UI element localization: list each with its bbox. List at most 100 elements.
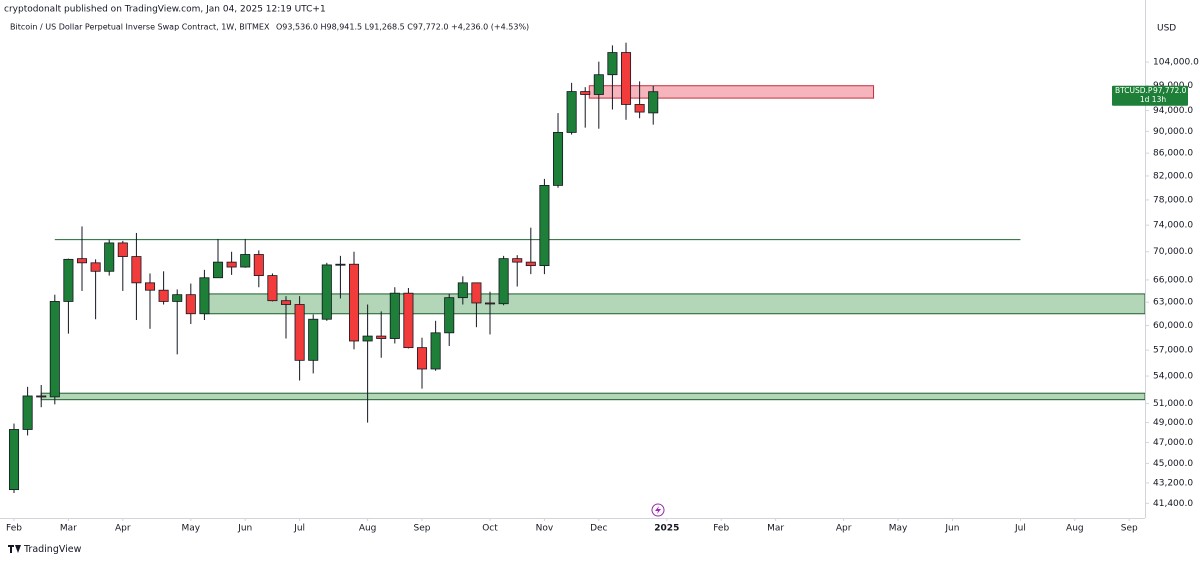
candle-body xyxy=(634,104,645,113)
x-tick-label: Jul xyxy=(1014,524,1026,534)
x-tick-label: Jun xyxy=(944,524,959,534)
x-tick-label: Feb xyxy=(6,524,22,534)
y-tick-label: 45,000.0 xyxy=(1153,459,1193,469)
candle-body xyxy=(498,258,509,305)
price-tag: BTCUSD.P 97,772.01d 13h xyxy=(1112,85,1188,106)
logo-mark xyxy=(8,545,21,553)
candle-body xyxy=(566,91,577,133)
candle-body xyxy=(389,292,400,339)
x-tick-label: Aug xyxy=(359,524,377,534)
candle-body xyxy=(104,242,115,272)
candle-body xyxy=(253,254,264,276)
candle-body xyxy=(580,91,591,95)
zone xyxy=(40,392,1146,401)
candle-body xyxy=(539,184,550,267)
y-tick-label: 47,000.0 xyxy=(1153,438,1193,448)
x-tick-label: Oct xyxy=(482,524,498,534)
candle-body xyxy=(348,263,360,342)
candle-body xyxy=(457,282,468,299)
candle-body xyxy=(240,254,251,268)
candle-body xyxy=(430,332,441,370)
candle-body xyxy=(648,91,659,114)
candle-body xyxy=(36,395,47,398)
y-tick-label: 82,000.0 xyxy=(1153,171,1193,181)
candle-body xyxy=(525,261,536,267)
x-tick-label: Aug xyxy=(1066,524,1084,534)
candle-body xyxy=(8,429,20,491)
ohlc-line: O93,536.0 H98,941.5 L91,268.5 C97,772.0 … xyxy=(276,23,529,32)
candle-body xyxy=(308,318,319,361)
x-tick-label: Nov xyxy=(536,524,554,534)
x-tick-label: May xyxy=(889,524,908,534)
price-tag-symbol: BTCUSD.P xyxy=(1115,86,1153,95)
y-tick-label: 60,000.0 xyxy=(1153,321,1193,331)
candle-body xyxy=(144,282,156,291)
event-icon[interactable] xyxy=(651,503,665,517)
y-tick-label: 49,000.0 xyxy=(1153,418,1193,428)
candle-body xyxy=(226,261,237,268)
candle-body xyxy=(76,258,88,264)
candle-body xyxy=(267,275,278,302)
candle-body xyxy=(280,300,292,305)
candle-body xyxy=(607,52,618,76)
y-tick-label: 54,000.0 xyxy=(1153,372,1193,382)
published-note: cryptodonalt published on TradingView.co… xyxy=(4,5,326,15)
candle-body xyxy=(593,74,604,95)
plot-area xyxy=(8,42,1146,494)
price-tag-box xyxy=(1112,85,1188,106)
y-tick-label: 66,000.0 xyxy=(1153,275,1193,285)
price-tag-price: 97,772.0 xyxy=(1153,86,1187,95)
y-tick-label: 74,000.0 xyxy=(1153,221,1193,231)
candle-body xyxy=(620,52,632,105)
candle-body xyxy=(376,335,387,339)
y-tick-label: 94,000.0 xyxy=(1153,106,1193,116)
candle-body xyxy=(49,301,60,398)
candle-body xyxy=(512,258,523,263)
y-tick-label: 104,000.0 xyxy=(1153,58,1199,68)
x-tick-label: 2025 xyxy=(654,524,679,534)
y-tick-label: 78,000.0 xyxy=(1153,195,1193,205)
candle-body xyxy=(321,264,332,320)
candle-body xyxy=(117,242,128,257)
footer-logo: TradingView xyxy=(8,544,82,555)
candle-body xyxy=(484,302,496,305)
candle-body xyxy=(212,261,224,279)
x-tick-label: Mar xyxy=(60,524,77,534)
footer-brand: TradingView xyxy=(23,544,82,555)
y-tick-label: 43,200.0 xyxy=(1153,478,1193,488)
candle-body xyxy=(362,335,373,342)
candle-body xyxy=(90,262,101,272)
x-tick-label: Mar xyxy=(767,524,784,534)
candle-body xyxy=(471,282,482,304)
y-tick-label: 86,000.0 xyxy=(1153,149,1193,159)
symbol-line: Bitcoin / US Dollar Perpetual Inverse Sw… xyxy=(10,23,270,32)
candle-body xyxy=(185,294,196,315)
y-tick-label: 63,000.0 xyxy=(1153,298,1193,308)
event-icon-bolt xyxy=(655,506,661,514)
candle-body xyxy=(416,347,428,370)
axis-unit: USD xyxy=(1157,24,1176,34)
x-tick-label: Dec xyxy=(590,524,607,534)
y-tick-label: 70,000.0 xyxy=(1153,247,1193,257)
candle-body xyxy=(158,289,169,302)
x-tick-label: Apr xyxy=(115,524,131,534)
x-tick-label: May xyxy=(182,524,201,534)
candle-body xyxy=(403,292,414,349)
y-tick-label: 51,000.0 xyxy=(1153,399,1193,409)
price-tag-countdown: 1d 13h xyxy=(1140,95,1166,104)
candle-body xyxy=(294,304,305,361)
x-tick-label: Feb xyxy=(713,524,729,534)
x-tick-label: Apr xyxy=(836,524,852,534)
candle-body xyxy=(199,277,210,315)
candle-body xyxy=(335,263,346,266)
candle-body xyxy=(131,256,142,284)
candle-body xyxy=(172,294,183,302)
x-tick-label: Jun xyxy=(237,524,252,534)
y-tick-label: 57,000.0 xyxy=(1153,346,1193,356)
x-tick-label: Sep xyxy=(1121,524,1138,534)
candle-body xyxy=(22,395,33,430)
candle-body xyxy=(552,132,564,186)
zone xyxy=(203,293,1146,315)
candle-body xyxy=(444,297,455,334)
candle-body xyxy=(63,258,74,302)
